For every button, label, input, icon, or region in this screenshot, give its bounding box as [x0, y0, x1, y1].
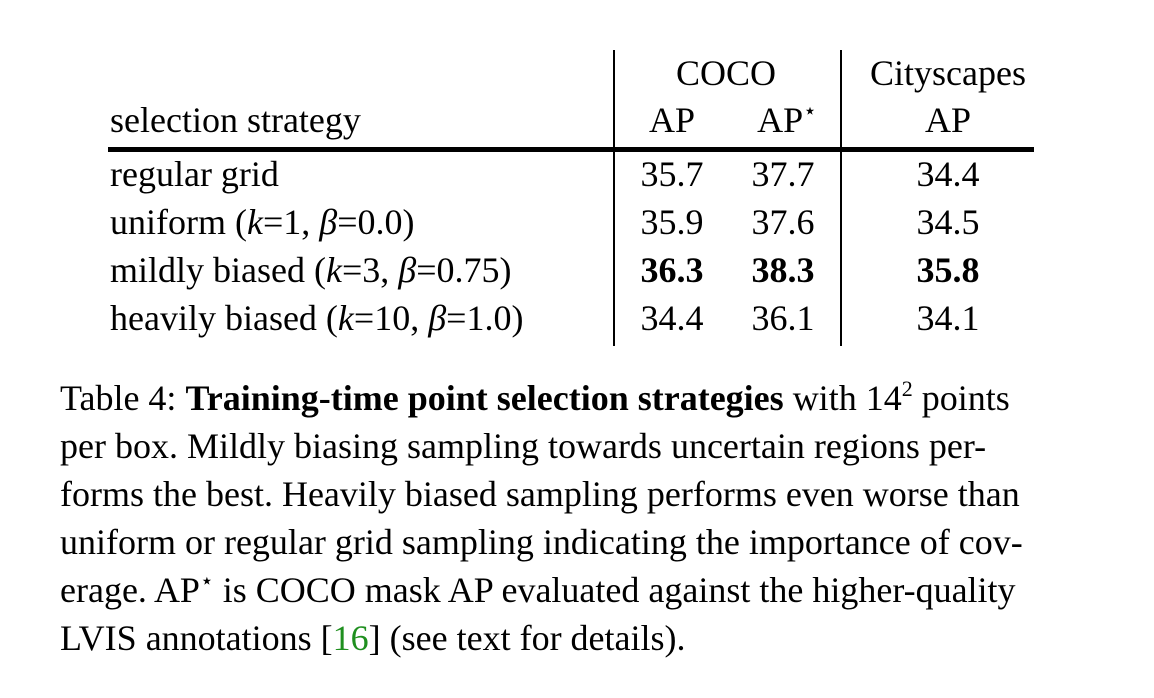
cell-coco-apstar: 37.6	[751, 202, 815, 242]
cell-coco-ap: 34.4	[640, 298, 704, 338]
caption-line-6: LVIS annotations [16] (see text for deta…	[60, 618, 686, 658]
cell-coco-ap: 36.3	[640, 250, 704, 290]
cell-coco-apstar: 36.1	[751, 298, 815, 338]
header-selection-strategy: selection strategy	[110, 100, 361, 140]
row-label: heavily biased (k=10, β=1.0)	[110, 298, 524, 338]
cell-cityscapes-ap: 34.5	[916, 202, 980, 242]
cell-cityscapes-ap: 35.8	[916, 250, 980, 290]
header-group-cityscapes: Cityscapes	[870, 53, 1026, 93]
citation-link[interactable]: 16	[332, 618, 369, 658]
caption-line-3: forms the best. Heavily biased sampling …	[60, 474, 1020, 514]
caption-line-4: uniform or regular grid sampling indicat…	[60, 522, 1023, 562]
cell-coco-ap: 35.7	[640, 154, 704, 194]
caption-line-5: erage. AP⋆ is COCO mask AP evaluated aga…	[60, 568, 1016, 611]
header-group-coco: COCO	[675, 53, 777, 93]
header-coco-ap: AP	[648, 100, 696, 140]
cell-coco-apstar: 37.7	[751, 154, 815, 194]
column-divider-2	[840, 50, 842, 346]
column-divider-1	[613, 50, 615, 346]
row-label: mildly biased (k=3, β=0.75)	[110, 250, 512, 290]
row-label: uniform (k=1, β=0.0)	[110, 202, 415, 242]
header-rule	[108, 147, 1034, 152]
caption-line-2: per box. Mildly biasing sampling towards…	[60, 426, 987, 466]
row-label: regular grid	[110, 154, 279, 194]
caption-line-1: Table 4: Training-time point selection s…	[60, 376, 1010, 419]
cell-coco-ap: 35.9	[640, 202, 704, 242]
cell-cityscapes-ap: 34.1	[916, 298, 980, 338]
header-coco-apstar: AP⋆	[757, 98, 817, 141]
cell-cityscapes-ap: 34.4	[916, 154, 980, 194]
cell-coco-apstar: 38.3	[751, 250, 815, 290]
header-cityscapes-ap: AP	[924, 100, 972, 140]
